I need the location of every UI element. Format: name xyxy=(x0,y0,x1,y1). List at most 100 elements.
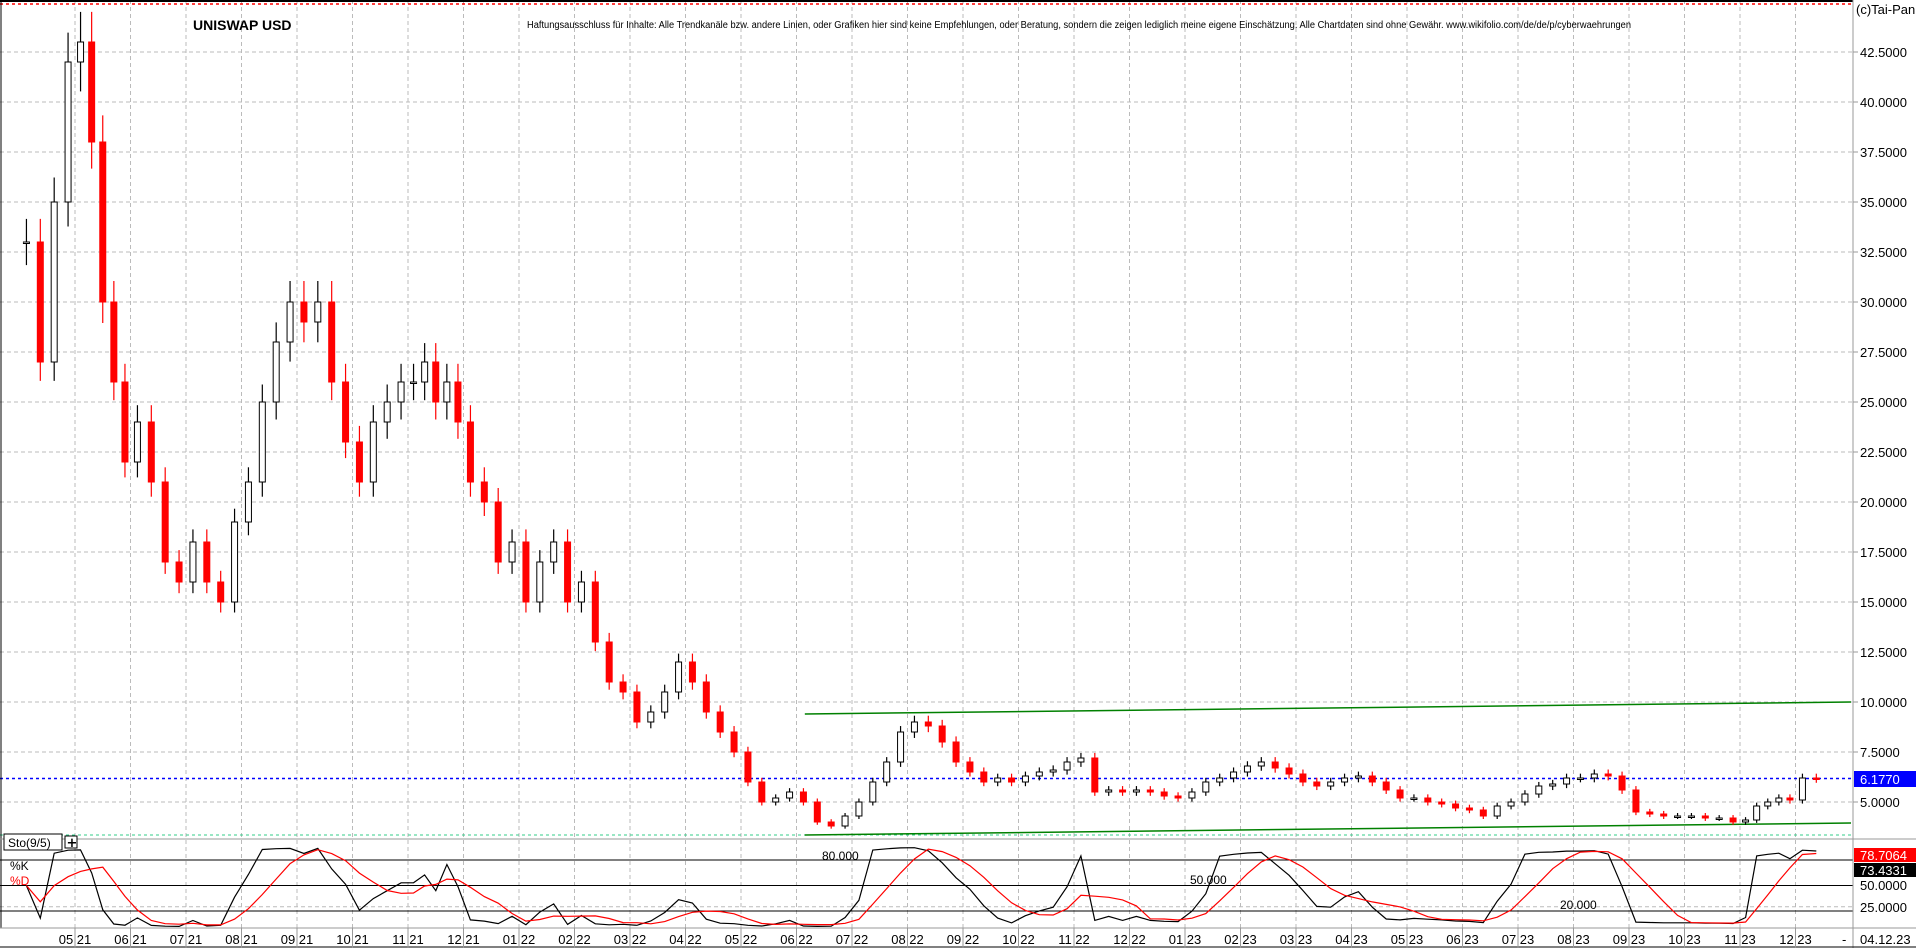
candle-down xyxy=(758,781,766,803)
candle-up xyxy=(244,481,252,523)
x-tick-label: 05 21 xyxy=(59,932,92,947)
candles xyxy=(22,11,1820,829)
candle-down xyxy=(1119,789,1127,793)
x-tick-label: 05 22 xyxy=(725,932,758,947)
y-tick-label: 20.0000 xyxy=(1860,495,1907,510)
candle-down xyxy=(161,481,169,563)
candle-up xyxy=(383,401,391,423)
candle-up xyxy=(786,791,794,799)
candle-up xyxy=(1354,775,1362,779)
candle-down xyxy=(88,41,96,143)
stoch-tick-25: 25.0000 xyxy=(1860,900,1907,915)
candle-up xyxy=(77,41,85,63)
candle-down xyxy=(355,441,363,483)
candle-down xyxy=(1786,797,1794,801)
candle-up xyxy=(550,541,558,563)
trend-line xyxy=(804,822,1852,836)
candle-up xyxy=(421,361,429,383)
candle-up xyxy=(994,777,1002,783)
level-label-20: 20.000 xyxy=(1560,898,1597,912)
candle-up xyxy=(189,541,197,583)
x-tick-label: 11 22 xyxy=(1058,932,1090,947)
last-price-badge xyxy=(1854,771,1916,787)
candle-down xyxy=(466,421,474,483)
y-tick-label: 15.0000 xyxy=(1860,595,1907,610)
x-tick-label: 03 23 xyxy=(1280,932,1313,947)
candle-up xyxy=(1535,785,1543,795)
candle-down xyxy=(730,731,738,753)
grid xyxy=(0,0,1853,928)
candle-down xyxy=(564,541,572,603)
expand-indicator-button[interactable] xyxy=(64,835,78,849)
last-price: 6.1770 xyxy=(1860,772,1900,787)
candle-up xyxy=(897,731,905,763)
disclaimer: Haftungsausschluss für Inhalte: Alle Tre… xyxy=(527,20,1631,31)
candle-up xyxy=(1576,777,1584,780)
candle-up xyxy=(50,201,58,363)
x-tick-label: 01 22 xyxy=(503,932,536,947)
candle-up xyxy=(675,661,683,693)
candle-up xyxy=(1021,775,1029,783)
candle-down xyxy=(924,721,932,727)
candle-down xyxy=(966,761,974,773)
x-tick-label: 08 21 xyxy=(225,932,258,947)
candle-down xyxy=(938,725,946,743)
y-tick-label: 12.5000 xyxy=(1860,645,1907,660)
candle-down xyxy=(1452,803,1460,809)
candle-up xyxy=(1216,777,1224,783)
candle-down xyxy=(702,681,710,713)
candle-up xyxy=(1521,793,1529,803)
candle-down xyxy=(217,581,225,603)
k-value-badge xyxy=(1854,863,1916,877)
candle-down xyxy=(1285,767,1293,775)
indicator-name-box[interactable] xyxy=(3,833,63,851)
x-tick-label: 07 23 xyxy=(1502,932,1535,947)
candle-down xyxy=(522,541,530,603)
x-tick-label: 04 22 xyxy=(669,932,702,947)
candle-down xyxy=(1299,773,1307,783)
candle-up xyxy=(1715,817,1723,820)
x-tick-label: 01 23 xyxy=(1169,932,1202,947)
x-tick-label: 06 23 xyxy=(1446,932,1479,947)
candle-down xyxy=(1396,789,1404,799)
candle-up xyxy=(1188,791,1196,799)
y-tick-label: 42.5000 xyxy=(1860,45,1907,60)
candle-up xyxy=(772,797,780,803)
candle-down xyxy=(591,581,599,643)
candle-down xyxy=(799,791,807,803)
candle-down xyxy=(744,751,752,783)
y-tick-label: 5.0000 xyxy=(1860,795,1900,810)
y-tick-label: 30.0000 xyxy=(1860,295,1907,310)
k-value: 73.4331 xyxy=(1860,863,1907,878)
candle-down xyxy=(827,821,835,827)
x-tick-label: 09 23 xyxy=(1613,932,1646,947)
d-legend: %D xyxy=(10,874,30,888)
x-tick-label: 05 23 xyxy=(1391,932,1424,947)
y-tick-label: 10.0000 xyxy=(1860,695,1907,710)
y-tick-label: 7.5000 xyxy=(1860,745,1900,760)
indicator-name: Sto(9/5) xyxy=(8,836,51,850)
x-tick-label: 10 21 xyxy=(336,932,369,947)
level-label-80: 80.000 xyxy=(822,849,859,863)
candle-down xyxy=(1646,811,1654,815)
copyright: (c)Tai-Pan xyxy=(1856,2,1915,17)
x-tick-label: 12 22 xyxy=(1113,932,1146,947)
candle-up xyxy=(443,381,451,403)
candle-down xyxy=(1382,781,1390,791)
last-date: 04.12.23 xyxy=(1860,932,1911,947)
candle-up xyxy=(647,711,655,723)
y-tick-label: 22.5000 xyxy=(1860,445,1907,460)
candle-down xyxy=(1660,813,1668,817)
candle-up xyxy=(22,241,30,244)
scroll-minus-button[interactable]: - xyxy=(1842,932,1846,947)
candle-down xyxy=(1160,791,1168,797)
candle-down xyxy=(300,301,308,323)
x-tick-label: 12 21 xyxy=(447,932,480,947)
candle-up xyxy=(286,301,294,343)
candle-down xyxy=(1174,795,1182,799)
candle-up xyxy=(1753,805,1761,821)
y-tick-label: 37.5000 xyxy=(1860,145,1907,160)
candle-up xyxy=(1105,789,1113,793)
x-tick-label: 11 23 xyxy=(1724,932,1756,947)
